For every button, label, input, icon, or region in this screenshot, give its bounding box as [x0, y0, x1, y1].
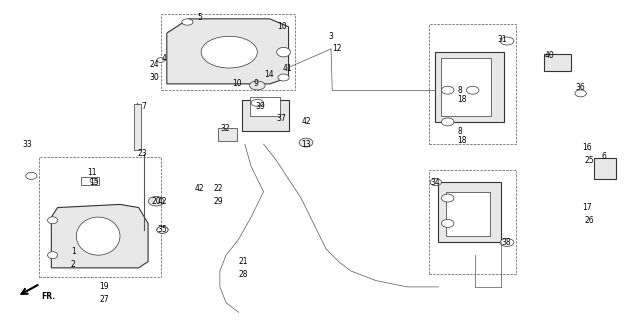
Text: 13: 13 — [301, 140, 311, 148]
Text: 17: 17 — [582, 203, 592, 212]
Ellipse shape — [90, 178, 98, 183]
Bar — [39, 157, 161, 277]
Text: 24: 24 — [149, 60, 159, 69]
Bar — [594, 158, 616, 179]
Ellipse shape — [48, 217, 58, 224]
Text: 8: 8 — [458, 86, 463, 95]
Text: 10: 10 — [278, 22, 287, 31]
Bar — [429, 170, 517, 274]
Text: FR.: FR. — [41, 292, 55, 301]
Ellipse shape — [48, 252, 58, 259]
Ellipse shape — [500, 238, 514, 246]
Text: 3: 3 — [329, 32, 334, 41]
Text: 22: 22 — [214, 184, 223, 193]
Text: 37: 37 — [276, 114, 286, 123]
Text: 40: 40 — [545, 51, 554, 60]
Ellipse shape — [251, 100, 263, 106]
Bar — [81, 178, 100, 185]
Bar — [429, 24, 517, 144]
Ellipse shape — [500, 37, 514, 45]
Ellipse shape — [250, 81, 265, 90]
Text: 4: 4 — [161, 54, 166, 63]
Text: 2: 2 — [71, 260, 75, 269]
Bar — [250, 97, 280, 116]
Text: 38: 38 — [501, 238, 510, 247]
Bar — [544, 54, 571, 71]
Text: 41: 41 — [283, 63, 292, 73]
Text: 35: 35 — [157, 225, 167, 234]
Ellipse shape — [430, 179, 441, 186]
Text: 34: 34 — [430, 178, 440, 187]
Bar — [134, 105, 140, 150]
Text: 42: 42 — [157, 197, 167, 206]
Text: 36: 36 — [576, 83, 586, 92]
Text: 19: 19 — [100, 282, 109, 292]
Text: 18: 18 — [457, 136, 467, 146]
Bar — [161, 14, 295, 90]
Text: 8: 8 — [458, 127, 463, 136]
Text: 29: 29 — [214, 197, 223, 206]
Ellipse shape — [575, 90, 586, 97]
Text: 15: 15 — [89, 178, 98, 187]
Text: 26: 26 — [584, 216, 594, 225]
Text: 12: 12 — [332, 44, 342, 53]
Ellipse shape — [157, 226, 168, 233]
Text: 39: 39 — [256, 101, 265, 111]
Text: 32: 32 — [220, 124, 229, 133]
Text: 33: 33 — [23, 140, 33, 148]
Text: 7: 7 — [141, 101, 146, 111]
Text: 6: 6 — [601, 152, 606, 161]
Bar — [242, 100, 288, 132]
Ellipse shape — [441, 86, 454, 94]
Text: 31: 31 — [497, 35, 507, 44]
Text: 21: 21 — [239, 257, 248, 266]
Text: 28: 28 — [239, 270, 248, 279]
Bar — [446, 192, 490, 236]
Polygon shape — [51, 204, 148, 268]
Text: 30: 30 — [149, 73, 159, 82]
Bar — [218, 128, 237, 141]
Ellipse shape — [299, 138, 313, 147]
Ellipse shape — [26, 172, 37, 179]
Text: 42: 42 — [301, 117, 311, 126]
Ellipse shape — [466, 86, 479, 94]
Text: 10: 10 — [233, 79, 242, 88]
Text: 42: 42 — [195, 184, 204, 193]
Text: 23: 23 — [137, 149, 147, 158]
Ellipse shape — [441, 118, 454, 126]
Text: 16: 16 — [582, 143, 592, 152]
Bar — [435, 52, 504, 122]
Ellipse shape — [201, 36, 257, 68]
Text: 25: 25 — [584, 156, 594, 164]
Text: 1: 1 — [71, 247, 75, 257]
Bar — [441, 59, 492, 116]
Text: 18: 18 — [457, 95, 467, 104]
Ellipse shape — [278, 74, 289, 81]
Text: 27: 27 — [100, 295, 109, 304]
Ellipse shape — [182, 19, 193, 25]
Text: 11: 11 — [87, 168, 97, 177]
Ellipse shape — [76, 217, 120, 255]
Ellipse shape — [441, 194, 454, 202]
Ellipse shape — [149, 196, 164, 206]
Ellipse shape — [277, 47, 290, 57]
Ellipse shape — [157, 58, 164, 62]
Text: 5: 5 — [198, 13, 203, 22]
Ellipse shape — [157, 226, 168, 233]
Polygon shape — [167, 19, 288, 84]
Text: 14: 14 — [264, 70, 273, 79]
Ellipse shape — [441, 220, 454, 228]
Bar — [438, 182, 501, 243]
Text: 20: 20 — [151, 197, 161, 206]
Text: 9: 9 — [254, 79, 258, 88]
